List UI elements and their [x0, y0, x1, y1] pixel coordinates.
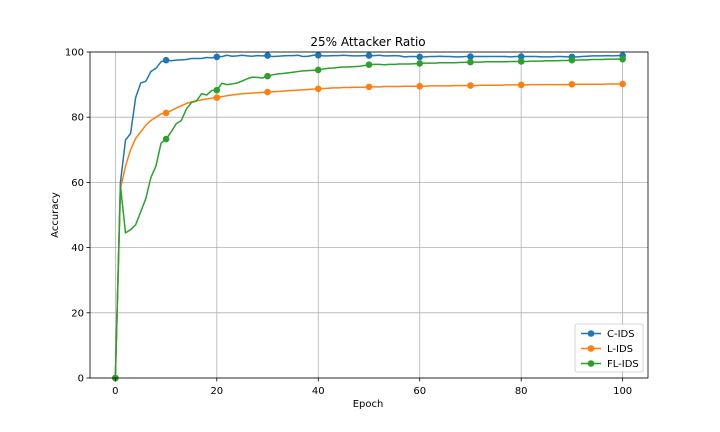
series-line-fl-ids	[114, 58, 623, 379]
data-point-c-ids	[467, 53, 474, 60]
data-point-fl-ids	[264, 72, 271, 80]
data-point-fl-ids	[213, 86, 221, 94]
x-tick-label: 40	[312, 386, 325, 397]
data-point-c-ids	[416, 53, 424, 61]
legend-marker-fl-ids	[587, 360, 595, 367]
ticks: 0 20 40 60 80 100 0 20 40 60 80 100	[65, 48, 632, 398]
legend-label-fl-ids: FL-IDS	[607, 359, 639, 370]
data-point-c-ids	[365, 52, 373, 59]
x-tick-label: 20	[210, 386, 223, 397]
y-tick-label: 60	[71, 178, 84, 189]
data-point-fl-ids	[162, 135, 170, 143]
legend-marker-c-ids	[587, 330, 595, 337]
plot-frame	[89, 51, 649, 379]
data-point-c-ids	[314, 51, 322, 59]
data-point-fl-ids	[568, 56, 576, 64]
data-point-fl-ids	[314, 66, 322, 74]
x-tick-label: 60	[413, 386, 426, 397]
y-tick-label: 0	[78, 374, 84, 385]
series-line-l-ids	[114, 83, 623, 379]
chart-title: 25% Attacker Ratio	[310, 35, 425, 49]
x-tick-label: 80	[515, 386, 528, 397]
series-layer	[112, 51, 626, 382]
data-point-l-ids	[619, 80, 626, 88]
data-point-fl-ids	[365, 61, 373, 69]
legend-marker-l-ids	[587, 345, 595, 352]
legend: C-IDS L-IDS FL-IDS	[574, 323, 644, 373]
y-tick-label: 100	[65, 48, 84, 59]
data-point-l-ids	[416, 82, 424, 90]
data-point-l-ids	[365, 83, 373, 91]
data-point-c-ids	[264, 52, 271, 59]
data-point-c-ids	[517, 53, 525, 60]
data-point-fl-ids	[619, 55, 626, 63]
data-point-l-ids	[314, 85, 322, 93]
data-point-c-ids	[213, 53, 221, 61]
legend-label-l-ids: L-IDS	[607, 344, 633, 355]
data-point-l-ids	[517, 81, 525, 89]
legend-label-c-ids: C-IDS	[607, 329, 635, 340]
data-point-fl-ids	[517, 58, 525, 65]
data-point-l-ids	[467, 82, 474, 89]
data-point-l-ids	[264, 88, 271, 96]
y-tick-label: 20	[71, 308, 84, 319]
y-tick-label: 40	[71, 243, 84, 254]
data-point-l-ids	[213, 94, 221, 101]
y-tick-label: 80	[71, 113, 84, 124]
data-point-l-ids	[162, 109, 170, 117]
x-axis-label: Epoch	[353, 399, 384, 410]
data-point-c-ids	[162, 56, 170, 64]
x-tick-label: 0	[112, 386, 118, 397]
data-point-fl-ids	[416, 60, 424, 67]
data-point-l-ids	[568, 80, 576, 88]
x-tick-label: 100	[613, 386, 632, 397]
data-point-fl-ids	[467, 58, 474, 66]
grid	[90, 51, 648, 379]
y-axis-label: Accuracy	[50, 192, 61, 238]
